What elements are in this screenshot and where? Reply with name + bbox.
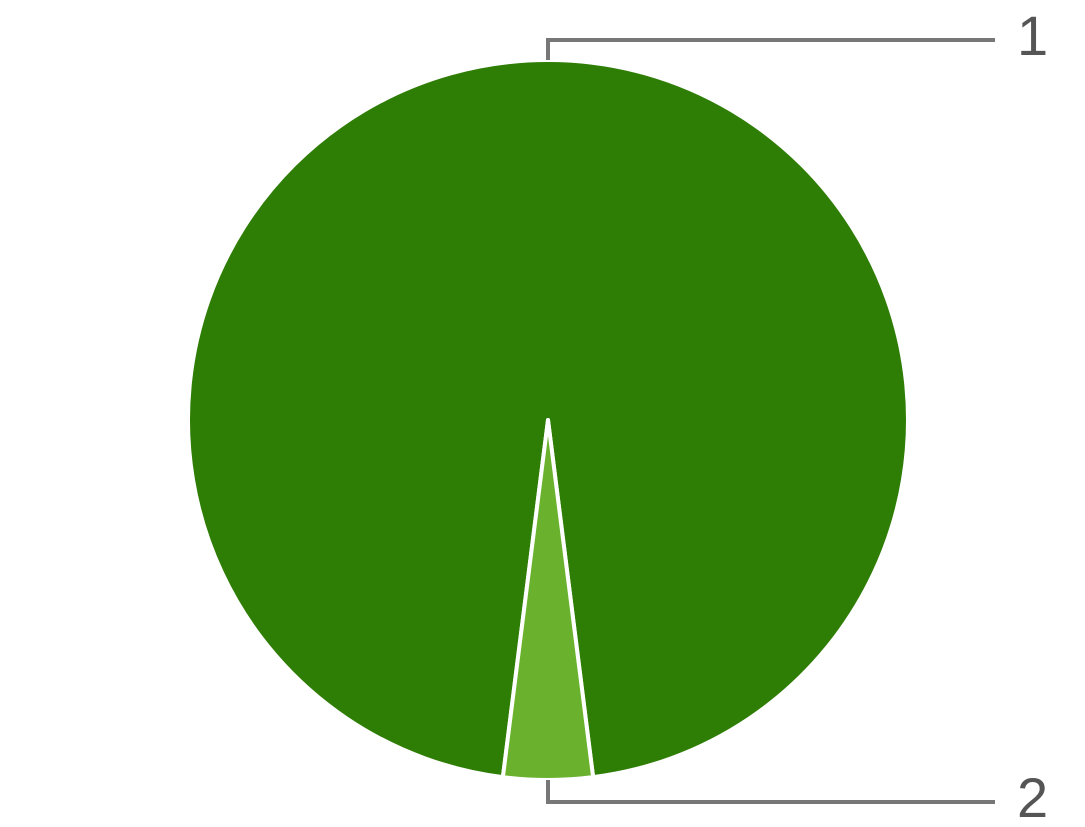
leader-line bbox=[546, 38, 995, 60]
slice-label: 1 bbox=[1017, 4, 1048, 67]
leader-line bbox=[546, 780, 995, 804]
pie-slice bbox=[500, 418, 596, 782]
slice-label: 2 bbox=[1017, 766, 1048, 827]
